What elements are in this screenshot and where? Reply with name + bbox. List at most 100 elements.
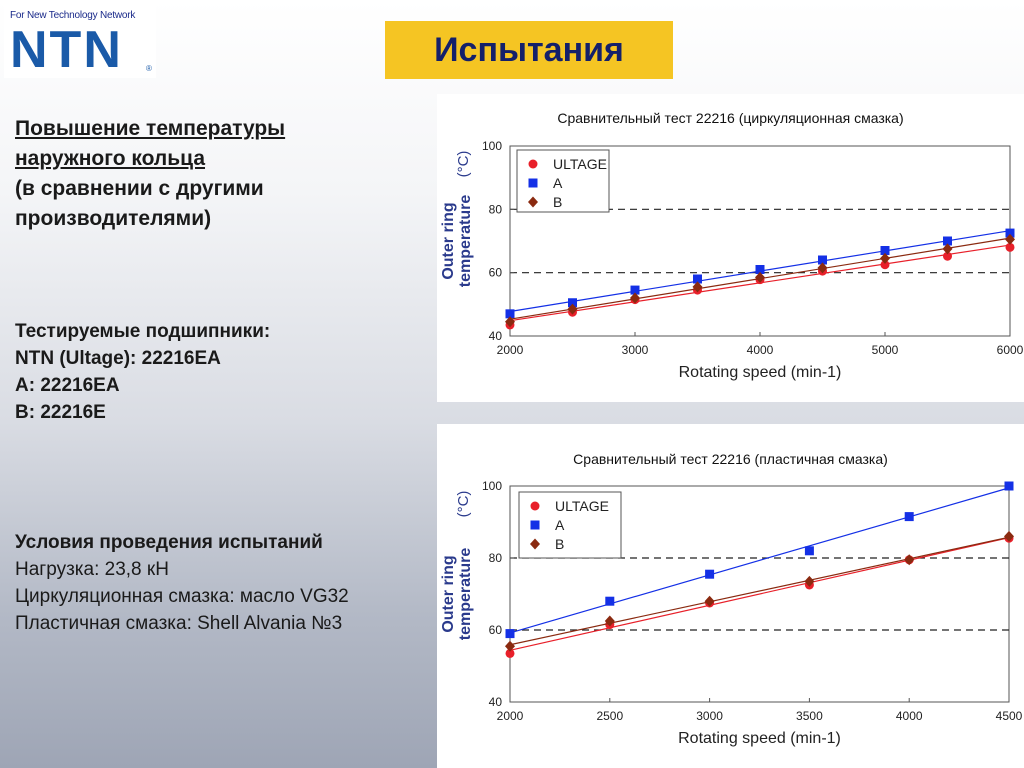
data-point-b <box>505 640 515 652</box>
section-heading: Повышение температуры наружного кольца (… <box>15 114 285 234</box>
y-tick-label: 100 <box>482 139 502 153</box>
data-point-a <box>693 274 702 284</box>
condition-grease: Пластичная смазка: Shell Alvania №3 <box>15 613 343 634</box>
data-point-a <box>505 629 515 639</box>
legend-label-ultage: ULTAGE <box>555 498 609 514</box>
condition-load: Нагрузка: 23,8 кН <box>15 559 169 580</box>
data-point-b <box>804 575 815 587</box>
y-tick-label: 60 <box>489 266 503 280</box>
y-tick-label: 80 <box>489 551 503 565</box>
conditions-title: Условия проведения испытаний <box>15 532 323 553</box>
data-point-b <box>692 281 703 293</box>
data-point-a <box>605 596 615 606</box>
data-point-b <box>630 292 640 304</box>
data-point-b <box>505 316 515 328</box>
legend-marker-b <box>528 196 538 208</box>
ntn-logo: For New Technology Network NTN ® <box>4 4 156 78</box>
x-tick-label: 4000 <box>896 709 923 723</box>
chart-panel-circulating: 40 60 80 100 2000 3000 4000 5000 6000 Rotating sp… <box>437 94 1024 402</box>
data-point-a <box>1004 481 1014 491</box>
bearing-a: A: 22216EA <box>15 375 120 396</box>
legend-marker-a <box>530 520 540 530</box>
data-point-b <box>1004 530 1014 542</box>
x-tick-label: 2500 <box>596 709 623 723</box>
data-point-a <box>818 255 827 265</box>
y-tick-label: 80 <box>489 202 503 216</box>
y-axis-label-line-2: temperature <box>457 195 474 288</box>
slide-title: Испытания <box>434 30 624 69</box>
condition-circulating: Циркуляционная смазка: масло VG32 <box>15 586 349 607</box>
data-point-a <box>904 512 914 522</box>
data-point-a <box>705 569 715 579</box>
y-tick-label: 40 <box>489 329 503 343</box>
slide-title-box: Испытания <box>385 21 673 79</box>
data-point-a <box>880 246 890 255</box>
bearings-title: Тестируемые подшипники: <box>15 321 271 342</box>
data-point-a <box>1005 228 1015 238</box>
chart-circulating: 40 60 80 100 2000 3000 4000 5000 6000 Rotating sp… <box>440 139 1024 381</box>
bearing-ntn: NTN (Ultage): 22216EA <box>15 348 221 369</box>
x-tick-label: 4500 <box>996 709 1023 723</box>
trend-line-b <box>509 536 1010 646</box>
legend-label-a: A <box>555 517 565 533</box>
data-point-b <box>817 262 828 274</box>
chart-title-grease: Сравнительный тест 22216 (пластичная сма… <box>573 451 888 467</box>
data-point-b <box>904 554 915 566</box>
heading-line-2: наружного кольца <box>15 147 206 170</box>
data-point-a <box>755 265 765 274</box>
x-tick-label: 5000 <box>872 343 899 357</box>
data-point-ultage <box>880 260 890 270</box>
data-point-b <box>1005 233 1015 245</box>
legend-marker-a <box>528 178 538 188</box>
data-point-a <box>568 298 577 308</box>
test-conditions: Условия проведения испытаний Нагрузка: 2… <box>15 529 349 637</box>
legend-marker-b <box>530 538 540 550</box>
legend-label-b: B <box>553 194 562 210</box>
y-tick-label: 60 <box>489 623 503 637</box>
data-point-b <box>567 303 578 315</box>
data-point-b <box>604 615 615 627</box>
data-point-a <box>804 546 814 556</box>
y-axis-label-line-2: temperature <box>457 548 474 641</box>
y-axis-unit: (°C) <box>455 491 472 518</box>
y-tick-label: 40 <box>489 695 503 709</box>
plot-area <box>509 485 1010 703</box>
x-axis-label: Rotating speed (min-1) <box>679 364 842 381</box>
x-tick-label: 2000 <box>497 709 524 723</box>
data-point-b <box>880 252 890 264</box>
heading-line-1: Повышение температуры <box>15 117 286 140</box>
x-tick-label: 6000 <box>997 343 1024 357</box>
y-axis-label-line-1: Outer ring <box>440 202 457 279</box>
data-point-ultage <box>505 648 515 658</box>
x-tick-label: 4000 <box>747 343 774 357</box>
x-axis-label: Rotating speed (min-1) <box>678 730 841 747</box>
trend-line-a <box>509 487 1010 634</box>
legend-marker-ultage <box>528 159 538 169</box>
chart-title-circulating: Сравнительный тест 22216 (циркуляционная… <box>557 110 904 126</box>
x-tick-label: 3500 <box>796 709 823 723</box>
x-tick-label: 2000 <box>497 343 524 357</box>
legend-label-b: B <box>555 536 564 552</box>
y-axis-label-line-1: Outer ring <box>440 555 457 632</box>
heading-line-3: (в сравнении с другими <box>15 177 264 200</box>
y-axis-unit: (°C) <box>455 151 472 178</box>
legend-label-ultage: ULTAGE <box>553 156 607 172</box>
bearing-b: B: 22216E <box>15 402 106 423</box>
data-point-a <box>943 236 952 246</box>
data-point-a <box>505 309 515 319</box>
heading-line-4: производителями) <box>15 207 212 230</box>
data-point-ultage <box>1005 242 1015 252</box>
data-point-a <box>630 285 640 295</box>
chart-grease: 40 60 80 100 2000 2500 3000 3500 4000 4500 Rotatin… <box>440 479 1023 747</box>
x-tick-label: 3000 <box>696 709 723 723</box>
data-point-b <box>942 243 953 255</box>
chart-panel-grease: 40 60 80 100 2000 2500 3000 3500 4000 4500 Rotatin… <box>437 424 1024 768</box>
legend-marker-ultage <box>530 501 540 511</box>
logo-registered: ® <box>146 64 152 73</box>
logo-tagline: For New Technology Network <box>10 10 136 21</box>
y-tick-label: 100 <box>482 479 502 493</box>
logo-mark: NTN <box>10 21 123 79</box>
data-point-ultage <box>943 251 952 261</box>
data-point-b <box>755 271 765 283</box>
data-point-b <box>704 595 715 607</box>
